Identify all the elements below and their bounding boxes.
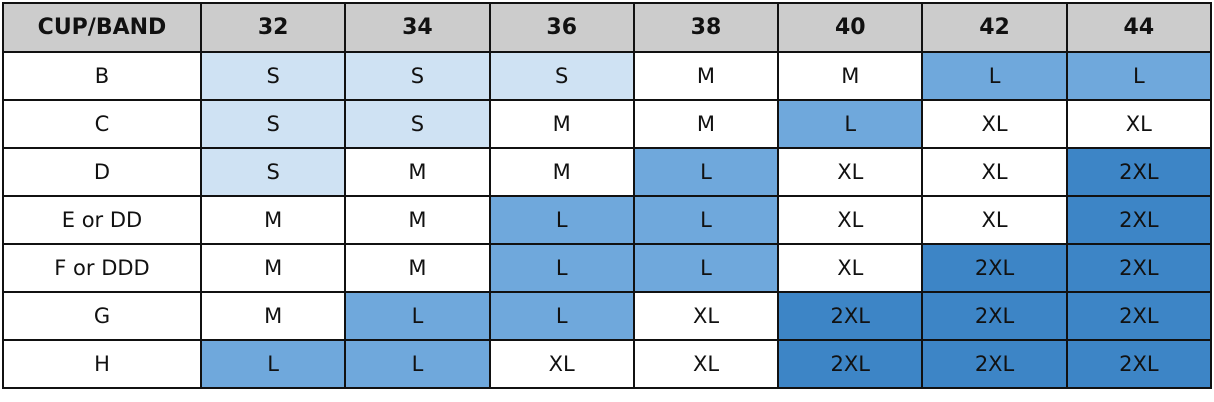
band-header-34: 34 [344, 2, 491, 53]
size-cell: XL [777, 243, 924, 293]
size-cell: 2XL [1065, 291, 1213, 341]
size-cell: L [488, 291, 635, 341]
cup-label: E or DD [2, 195, 202, 245]
size-cell: S [199, 147, 347, 197]
size-cell: XL [921, 147, 1068, 197]
size-cell: 2XL [921, 243, 1068, 293]
size-cell: XL [921, 195, 1068, 245]
cup-label: D [2, 147, 202, 197]
size-cell: XL [921, 99, 1068, 149]
size-cell: 2XL [1065, 195, 1213, 245]
size-cell: M [632, 99, 780, 149]
size-cell: S [488, 51, 635, 101]
size-cell: M [199, 291, 347, 341]
table-row: H L L XL XL 2XL 2XL 2XL [2, 339, 1213, 389]
size-cell: M [488, 99, 635, 149]
band-header-32: 32 [199, 2, 347, 53]
band-header-36: 36 [488, 2, 635, 53]
size-cell: L [488, 243, 635, 293]
table-row: F or DDD M M L L XL 2XL 2XL [2, 243, 1213, 293]
cup-label: C [2, 99, 202, 149]
size-cell: L [488, 195, 635, 245]
band-header-38: 38 [632, 2, 780, 53]
corner-header: CUP/BAND [2, 2, 202, 53]
band-header-42: 42 [921, 2, 1068, 53]
size-cell: L [632, 243, 780, 293]
cup-label: H [2, 339, 202, 389]
size-cell: XL [488, 339, 635, 389]
size-cell: XL [632, 291, 780, 341]
size-cell: L [344, 339, 491, 389]
size-cell: XL [1065, 99, 1213, 149]
header-row: CUP/BAND 32 34 36 38 40 42 44 [2, 2, 1213, 53]
size-cell: 2XL [1065, 339, 1213, 389]
size-cell: L [1065, 51, 1213, 101]
size-cell: M [344, 243, 491, 293]
band-header-40: 40 [777, 2, 924, 53]
size-cell: L [777, 99, 924, 149]
table-row: C S S M M L XL XL [2, 99, 1213, 149]
size-cell: XL [777, 147, 924, 197]
size-cell: 2XL [921, 291, 1068, 341]
size-cell: M [632, 51, 780, 101]
size-cell: 2XL [1065, 147, 1213, 197]
size-cell: XL [777, 195, 924, 245]
cup-label: B [2, 51, 202, 101]
cup-label: G [2, 291, 202, 341]
size-cell: 2XL [921, 339, 1068, 389]
size-cell: S [199, 51, 347, 101]
size-cell: 2XL [777, 339, 924, 389]
table-row: E or DD M M L L XL XL 2XL [2, 195, 1213, 245]
size-cell: 2XL [777, 291, 924, 341]
size-chart-table: CUP/BAND 32 34 36 38 40 42 44 B S S S M M L L C S S M M L XL… [2, 2, 1213, 389]
size-cell: M [488, 147, 635, 197]
size-cell: M [344, 195, 491, 245]
band-header-44: 44 [1065, 2, 1213, 53]
size-cell: M [344, 147, 491, 197]
size-cell: XL [632, 339, 780, 389]
size-cell: S [344, 51, 491, 101]
size-cell: M [777, 51, 924, 101]
table-row: D S M M L XL XL 2XL [2, 147, 1213, 197]
cup-label: F or DDD [2, 243, 202, 293]
size-cell: L [921, 51, 1068, 101]
size-cell: S [199, 99, 347, 149]
size-cell: L [632, 195, 780, 245]
size-cell: S [344, 99, 491, 149]
size-cell: L [199, 339, 347, 389]
size-cell: M [199, 195, 347, 245]
size-cell: L [632, 147, 780, 197]
size-cell: L [344, 291, 491, 341]
size-cell: 2XL [1065, 243, 1213, 293]
size-cell: M [199, 243, 347, 293]
table-row: G M L L XL 2XL 2XL 2XL [2, 291, 1213, 341]
